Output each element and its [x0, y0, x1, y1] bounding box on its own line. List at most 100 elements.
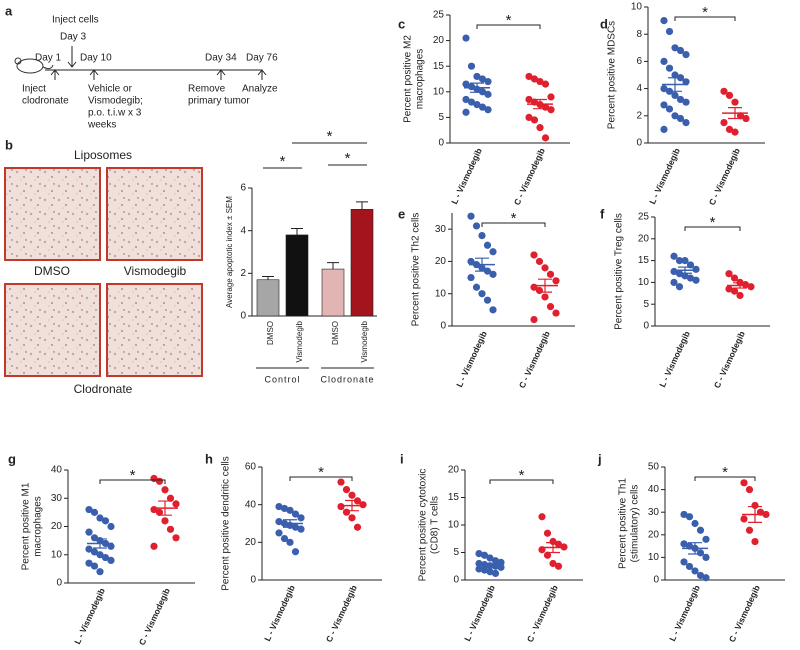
sem-bar	[728, 107, 742, 120]
timeline	[45, 46, 267, 80]
dot	[554, 562, 563, 570]
label: primary tumor	[188, 96, 250, 107]
dot	[85, 528, 93, 536]
dot	[101, 517, 110, 525]
dot	[660, 85, 668, 93]
dot	[161, 486, 169, 494]
dot	[96, 551, 104, 559]
bar	[350, 209, 374, 317]
dot	[541, 293, 549, 301]
dot	[670, 278, 678, 286]
dot	[467, 83, 476, 91]
significance: *	[702, 4, 708, 21]
y-tick-label: 10	[433, 86, 445, 97]
x-tick-label: C - Vismodegib	[517, 330, 552, 390]
y-tick-label: 10	[648, 552, 660, 563]
dot	[473, 101, 481, 109]
dot	[536, 77, 544, 86]
dot	[751, 501, 759, 510]
dot	[671, 112, 679, 120]
significance: *	[280, 153, 286, 170]
label: Vismodegib	[124, 264, 187, 278]
dot	[538, 513, 546, 521]
label: Day 1	[35, 53, 62, 64]
label: weeks	[87, 120, 116, 131]
y-tick-label: 0	[636, 138, 642, 149]
dot	[549, 537, 557, 546]
sem-bar	[533, 98, 547, 110]
dot	[155, 477, 164, 485]
x-tick-label: DMSO	[266, 321, 275, 345]
significance-line	[674, 16, 736, 21]
dot	[660, 101, 668, 109]
dot	[731, 98, 739, 106]
dot	[337, 478, 345, 486]
dot	[90, 562, 99, 570]
dot	[543, 551, 552, 559]
y-tick-label: 40	[245, 499, 257, 510]
y-axis-label: (stimulatory) cells	[630, 485, 641, 563]
dot	[286, 506, 294, 514]
y-axis-label: Percent positive M1	[21, 482, 32, 570]
y-tick-label: 6	[240, 183, 246, 194]
y-tick-label: 10	[638, 277, 650, 288]
dot	[475, 550, 483, 558]
dot	[467, 257, 475, 266]
sem-bar	[688, 542, 702, 555]
significance-line	[684, 226, 741, 231]
dot	[671, 44, 679, 52]
y-tick-label: 0	[250, 575, 256, 586]
y-tick-label: 30	[648, 507, 660, 518]
x-tick-label: C - Vismodegib	[712, 330, 747, 390]
dot	[740, 515, 748, 523]
dot	[467, 98, 476, 106]
dot	[161, 517, 169, 525]
dot	[90, 548, 99, 556]
dot	[342, 508, 351, 516]
significance: *	[506, 12, 512, 29]
dot	[665, 105, 674, 113]
y-tick-label: 20	[433, 35, 445, 46]
dot	[291, 548, 300, 556]
significance: *	[710, 214, 716, 231]
y-axis-label: macrophages	[415, 49, 426, 110]
dot	[342, 486, 351, 494]
x-tick-label: Vismodegib	[295, 320, 304, 362]
dot	[552, 277, 560, 285]
y-tick-label: 20	[435, 256, 447, 267]
dot	[682, 51, 690, 59]
dot	[491, 557, 500, 565]
group-label: Clodronate	[320, 374, 374, 384]
dot	[462, 95, 470, 104]
dot	[483, 296, 492, 304]
significance: *	[130, 467, 136, 484]
y-tick-label: 20	[448, 465, 460, 476]
dot	[489, 270, 497, 278]
label: clodronate	[22, 96, 69, 107]
x-tick-label: DMSO	[331, 321, 340, 345]
dot	[680, 558, 688, 566]
dot	[675, 257, 684, 265]
error-bar	[262, 276, 274, 280]
x-tick-label: L - Vismodegib	[72, 587, 107, 646]
significance: *	[327, 128, 333, 145]
dot	[486, 568, 494, 576]
mouse-icon	[14, 57, 54, 74]
y-tick-label: 60	[245, 462, 257, 473]
dot	[155, 508, 164, 516]
panel-letter: g	[8, 451, 16, 466]
dot	[472, 283, 481, 291]
y-tick-label: 20	[245, 537, 257, 548]
dot	[730, 274, 739, 282]
x-tick-label: C - Vismodegib	[525, 584, 560, 644]
dot	[546, 303, 555, 311]
label: Remove	[188, 84, 226, 95]
dot	[478, 103, 487, 111]
label: Day 3	[60, 32, 87, 43]
y-tick-label: 25	[433, 10, 445, 21]
dot	[720, 87, 728, 95]
dot	[172, 500, 180, 508]
x-tick-label: L - Vismodegib	[262, 584, 297, 643]
dot	[702, 574, 710, 582]
